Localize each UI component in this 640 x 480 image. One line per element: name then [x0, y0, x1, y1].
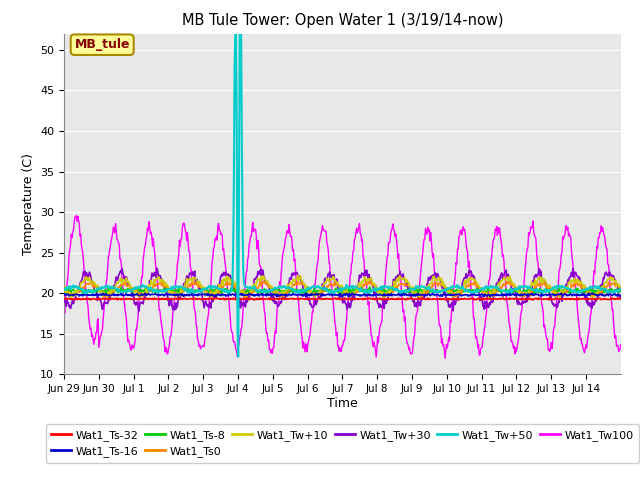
- Wat1_Tw+10: [433, 278, 440, 284]
- Wat1_Ts0: [365, 278, 372, 284]
- Wat1_Ts0: [617, 284, 625, 290]
- Wat1_Tw+10: [276, 292, 284, 298]
- Wat1_Ts-32: [212, 295, 220, 300]
- Wat1_Ts-32: [60, 296, 68, 301]
- Wat1_Tw+50: [433, 289, 440, 295]
- Wat1_Tw100: [256, 263, 264, 269]
- Wat1_Ts-32: [617, 295, 625, 301]
- Wat1_Ts-32: [125, 296, 133, 302]
- Wat1_Tw+10: [294, 273, 301, 278]
- Wat1_Tw+30: [257, 272, 264, 278]
- Wat1_Tw+10: [125, 281, 133, 287]
- Line: Wat1_Tw+30: Wat1_Tw+30: [64, 268, 621, 311]
- Wat1_Ts-32: [401, 296, 409, 302]
- Wat1_Tw+50: [278, 284, 285, 289]
- X-axis label: Time: Time: [327, 397, 358, 410]
- Wat1_Ts0: [433, 280, 440, 286]
- Wat1_Ts-32: [257, 297, 264, 302]
- Wat1_Ts-16: [276, 293, 284, 299]
- Wat1_Ts-16: [228, 292, 236, 298]
- Wat1_Tw+30: [433, 275, 440, 281]
- Wat1_Ts0: [228, 282, 236, 288]
- Line: Wat1_Ts0: Wat1_Ts0: [64, 281, 621, 298]
- Wat1_Ts0: [256, 279, 264, 285]
- Wat1_Tw+30: [617, 295, 625, 300]
- Wat1_Tw+10: [228, 279, 236, 285]
- Line: Wat1_Tw+10: Wat1_Tw+10: [64, 276, 621, 299]
- Wat1_Tw+30: [135, 308, 143, 314]
- Wat1_Ts-16: [401, 292, 408, 298]
- Legend: Wat1_Ts-32, Wat1_Ts-16, Wat1_Ts-8, Wat1_Ts0, Wat1_Tw+10, Wat1_Tw+30, Wat1_Tw+50,: Wat1_Ts-32, Wat1_Ts-16, Wat1_Ts-8, Wat1_…: [45, 424, 639, 463]
- Wat1_Ts-8: [433, 288, 440, 293]
- Line: Wat1_Tw+50: Wat1_Tw+50: [64, 34, 621, 357]
- Wat1_Tw100: [432, 286, 440, 292]
- Wat1_Tw+30: [125, 282, 133, 288]
- Wat1_Ts-16: [125, 292, 133, 298]
- Wat1_Ts-8: [617, 288, 625, 293]
- Wat1_Ts-16: [302, 294, 310, 300]
- Wat1_Tw100: [617, 342, 625, 348]
- Wat1_Tw+50: [401, 288, 409, 294]
- Line: Wat1_Ts-8: Wat1_Ts-8: [64, 287, 621, 295]
- Wat1_Tw100: [60, 301, 68, 307]
- Wat1_Ts-32: [228, 296, 236, 302]
- Wat1_Ts-32: [433, 297, 440, 302]
- Wat1_Ts-8: [118, 284, 125, 290]
- Wat1_Tw+10: [60, 286, 68, 292]
- Wat1_Tw+50: [234, 354, 242, 360]
- Wat1_Tw+10: [255, 277, 263, 283]
- Wat1_Tw+30: [153, 265, 161, 271]
- Wat1_Tw+30: [60, 297, 68, 303]
- Wat1_Tw+10: [401, 275, 408, 280]
- Wat1_Ts0: [243, 295, 251, 301]
- Wat1_Ts0: [60, 284, 68, 289]
- Wat1_Tw+30: [278, 298, 285, 303]
- Line: Wat1_Ts-32: Wat1_Ts-32: [64, 298, 621, 300]
- Wat1_Tw+50: [125, 288, 133, 294]
- Wat1_Tw100: [126, 343, 134, 349]
- Wat1_Tw+10: [617, 287, 625, 293]
- Wat1_Tw100: [442, 355, 449, 361]
- Wat1_Tw+50: [257, 288, 264, 293]
- Wat1_Ts-8: [277, 288, 285, 293]
- Wat1_Tw100: [72, 213, 80, 218]
- Wat1_Ts-8: [401, 288, 408, 293]
- Wat1_Ts-8: [256, 288, 264, 293]
- Wat1_Tw+50: [232, 31, 239, 36]
- Wat1_Ts-32: [278, 296, 285, 302]
- Text: MB_tule: MB_tule: [74, 38, 130, 51]
- Line: Wat1_Tw100: Wat1_Tw100: [64, 216, 621, 358]
- Wat1_Tw+50: [228, 288, 236, 293]
- Wat1_Ts0: [125, 282, 133, 288]
- Wat1_Tw+50: [617, 286, 625, 291]
- Wat1_Ts-16: [60, 292, 68, 298]
- Wat1_Tw+30: [401, 277, 409, 283]
- Wat1_Ts-16: [617, 293, 625, 299]
- Wat1_Ts-8: [415, 292, 422, 298]
- Wat1_Tw+10: [416, 296, 424, 301]
- Wat1_Tw100: [401, 319, 408, 324]
- Wat1_Tw+30: [229, 283, 237, 288]
- Wat1_Tw100: [277, 272, 285, 278]
- Wat1_Tw100: [228, 330, 236, 336]
- Wat1_Ts-16: [557, 290, 565, 296]
- Title: MB Tule Tower: Open Water 1 (3/19/14-now): MB Tule Tower: Open Water 1 (3/19/14-now…: [182, 13, 503, 28]
- Wat1_Ts-16: [255, 293, 263, 299]
- Wat1_Ts0: [277, 293, 285, 299]
- Line: Wat1_Ts-16: Wat1_Ts-16: [64, 293, 621, 297]
- Wat1_Ts-8: [60, 288, 68, 293]
- Wat1_Ts-8: [126, 287, 134, 292]
- Y-axis label: Temperature (C): Temperature (C): [22, 153, 35, 255]
- Wat1_Ts0: [401, 282, 409, 288]
- Wat1_Tw+50: [60, 286, 68, 291]
- Wat1_Ts-8: [228, 288, 236, 294]
- Wat1_Ts-32: [250, 298, 258, 303]
- Wat1_Ts-16: [432, 292, 440, 298]
